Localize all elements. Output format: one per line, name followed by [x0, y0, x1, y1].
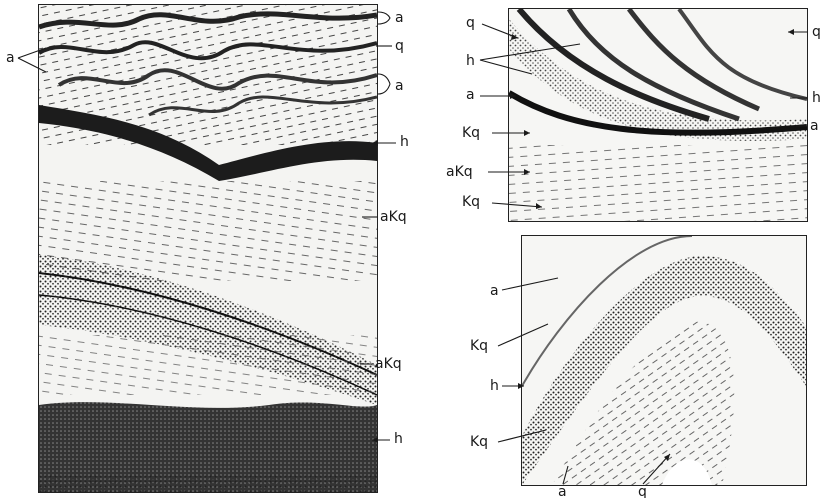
dark-band-h [39, 105, 377, 181]
brace [377, 73, 391, 95]
left-panel [38, 4, 378, 493]
bottom-right-panel-drawing [522, 236, 806, 485]
label-Kq-br-2: Kq [470, 434, 488, 450]
label-h-left-bottom: h [394, 431, 403, 447]
label-aKq-tr: aKq [446, 164, 473, 180]
streaked-zone [39, 335, 377, 395]
label-h-tr-left: h [466, 53, 475, 69]
core-fold [552, 321, 735, 485]
label-h-left-top: h [400, 134, 409, 150]
left-panel-drawing [39, 5, 377, 492]
fold-band [148, 95, 377, 117]
brace [377, 11, 391, 25]
fold-band-h [677, 9, 807, 101]
label-h-tr-right: h [812, 90, 821, 106]
label-q-tr-left: q [466, 15, 475, 31]
fold-band [39, 11, 377, 30]
label-a-top: a [395, 10, 404, 26]
label-a-tr-right: a [810, 118, 819, 134]
label-q-tr-right: q [812, 24, 821, 40]
fold-band [39, 40, 377, 61]
label-h-br: h [490, 378, 499, 394]
label-aKq-left-bottom: aKq [375, 356, 402, 372]
label-a-tr: a [466, 87, 475, 103]
fold-band [57, 68, 377, 91]
bottom-zone [39, 475, 377, 492]
label-a-br-bottom: a [558, 484, 567, 498]
fold-band-h [627, 9, 760, 112]
fold-outline [522, 236, 693, 387]
fold-band-h [566, 9, 740, 122]
fold-band-h [516, 9, 710, 122]
label-Kq-tr-1: Kq [462, 125, 480, 141]
aKq-zone [509, 145, 807, 221]
dark-band-a [509, 90, 807, 136]
label-aKq-left-top: aKq [380, 209, 407, 225]
label-Kq-br-1: Kq [470, 338, 488, 354]
label-Kq-tr-2: Kq [462, 194, 480, 210]
label-a-br: a [490, 283, 499, 299]
dense-band-h [39, 402, 377, 492]
top-right-panel-drawing [509, 9, 807, 221]
dark-fold-band [522, 256, 806, 485]
core-q [662, 459, 712, 485]
label-q-br-bottom: q [638, 484, 647, 498]
label-a-mid: a [395, 78, 404, 94]
label-q-left: q [395, 38, 404, 54]
top-right-panel [508, 8, 808, 222]
label-a-left: a [6, 50, 15, 66]
bottom-right-panel [521, 235, 807, 486]
